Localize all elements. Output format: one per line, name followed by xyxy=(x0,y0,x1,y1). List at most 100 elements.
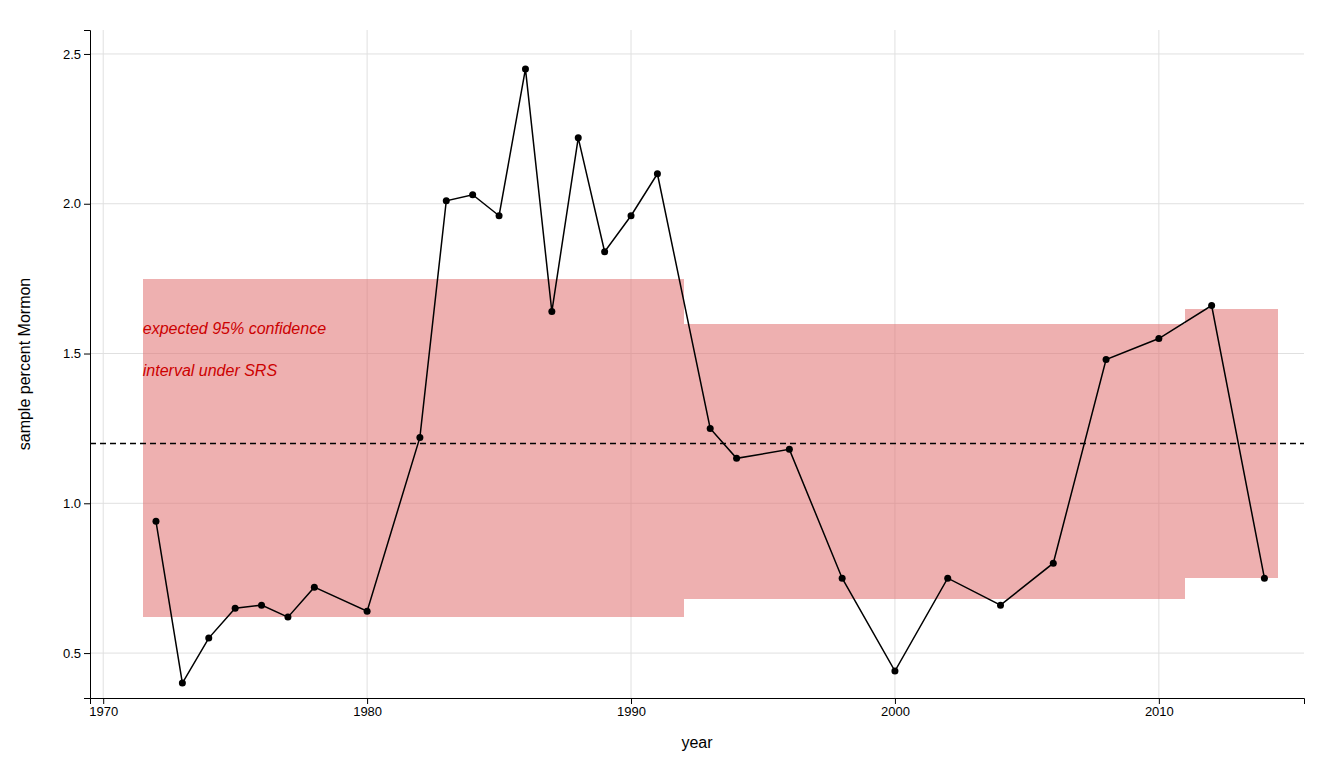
band-segment xyxy=(974,324,1027,600)
x-axis-title: year xyxy=(681,734,713,751)
point xyxy=(522,65,529,72)
tick-label: 1980 xyxy=(353,704,382,719)
tick: 1990 xyxy=(617,698,646,719)
point xyxy=(601,248,608,255)
band-segment xyxy=(1132,324,1185,600)
tick-mark xyxy=(84,54,90,55)
band-segment xyxy=(618,279,644,617)
grid-line xyxy=(90,653,1304,654)
point xyxy=(575,134,582,141)
tick-label: 1.5 xyxy=(63,346,81,361)
band-segment xyxy=(684,324,724,600)
axis-line xyxy=(91,699,1305,705)
band-segment xyxy=(459,279,485,617)
band-segment xyxy=(565,279,591,617)
band-segment xyxy=(433,279,459,617)
annotation: expected 95% confidence xyxy=(143,320,326,337)
data-area xyxy=(90,65,1304,686)
point xyxy=(284,614,291,621)
grid-line xyxy=(103,30,104,698)
line xyxy=(156,69,1264,683)
tick-label: 2.5 xyxy=(63,47,81,62)
reference-line xyxy=(90,443,1304,445)
tick: 1980 xyxy=(353,698,382,719)
point xyxy=(654,170,661,177)
point xyxy=(548,308,555,315)
band-segment xyxy=(816,324,869,600)
annotation: interval under SRS xyxy=(143,362,278,379)
grid xyxy=(90,30,1304,698)
band-segment xyxy=(341,279,394,617)
point xyxy=(364,608,371,615)
tick: 2000 xyxy=(881,698,910,719)
point xyxy=(179,680,186,687)
chart: 1970 1980 1990 2000 2010 0.5 1.0 1.5 2.0 2.5 expec… xyxy=(0,0,1344,768)
point xyxy=(944,575,951,582)
point xyxy=(258,602,265,609)
tick-label: 0.5 xyxy=(63,646,81,661)
band-segment xyxy=(591,279,617,617)
point xyxy=(152,518,159,525)
point xyxy=(1103,356,1110,363)
tick-label: 1990 xyxy=(617,704,646,719)
point xyxy=(997,602,1004,609)
y-axis-title: sample percent Mormon xyxy=(16,278,33,451)
tick-mark xyxy=(1159,698,1160,704)
point xyxy=(232,605,239,612)
point xyxy=(839,575,846,582)
tick-label: 2010 xyxy=(1145,704,1174,719)
point xyxy=(786,446,793,453)
point xyxy=(311,584,318,591)
points xyxy=(152,65,1267,686)
y-axis: 0.5 1.0 1.5 2.0 2.5 xyxy=(63,31,91,699)
annotations: expected 95% confidence interval under SR… xyxy=(143,320,326,379)
tick: 2.5 xyxy=(63,47,90,62)
band-segment xyxy=(512,279,538,617)
point xyxy=(205,635,212,642)
tick-mark xyxy=(631,698,632,704)
point xyxy=(1155,335,1162,342)
confidence-band xyxy=(143,279,1278,617)
point xyxy=(707,425,714,432)
point xyxy=(628,212,635,219)
grid-line xyxy=(90,203,1304,204)
band-segment xyxy=(763,324,816,600)
band-segment xyxy=(394,279,434,617)
tick-mark xyxy=(84,354,90,355)
band-segment xyxy=(921,324,974,600)
tick-mark xyxy=(84,204,90,205)
tick: 0.5 xyxy=(63,646,90,661)
tick-label: 1.0 xyxy=(63,496,81,511)
tick-mark xyxy=(103,698,104,704)
tick-label: 2000 xyxy=(881,704,910,719)
tick-mark xyxy=(84,653,90,654)
plot: 1970 1980 1990 2000 2010 0.5 1.0 1.5 2.0 2.5 expec… xyxy=(16,30,1305,751)
point xyxy=(496,212,503,219)
tick: 2010 xyxy=(1145,698,1174,719)
band-segment xyxy=(869,324,922,600)
tick-label: 2.0 xyxy=(63,196,81,211)
point xyxy=(733,455,740,462)
point xyxy=(416,434,423,441)
point xyxy=(1050,560,1057,567)
tick-mark xyxy=(84,503,90,504)
tick-mark xyxy=(367,698,368,704)
tick-label: 1970 xyxy=(89,704,118,719)
x-axis: 1970 1980 1990 2000 2010 xyxy=(89,698,1304,719)
tick: 1970 xyxy=(89,698,118,719)
axis-line xyxy=(84,31,91,699)
tick-mark xyxy=(895,698,896,704)
band-segment xyxy=(486,279,512,617)
tick: 1.0 xyxy=(63,496,90,511)
band-segment xyxy=(539,279,565,617)
band-segment xyxy=(1027,324,1080,600)
band-segment xyxy=(644,279,684,617)
tick: 2.0 xyxy=(63,196,90,211)
point xyxy=(469,191,476,198)
grid-line xyxy=(90,53,1304,54)
point xyxy=(1261,575,1268,582)
band-segment xyxy=(723,324,763,600)
point xyxy=(443,197,450,204)
point xyxy=(1208,302,1215,309)
point xyxy=(891,668,898,675)
